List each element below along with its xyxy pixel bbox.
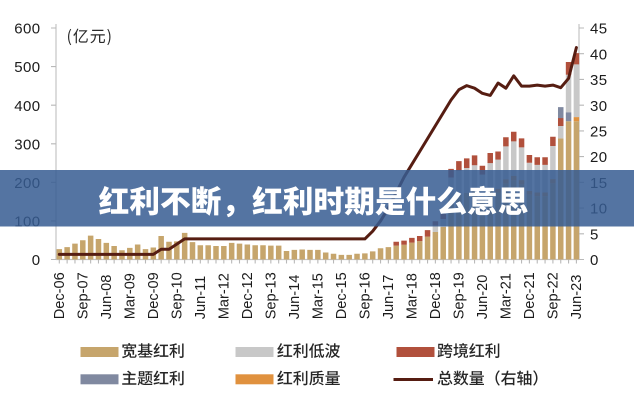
svg-text:500: 500 <box>14 59 40 76</box>
svg-text:Dec-12: Dec-12 <box>240 272 256 319</box>
svg-text:Jun-14: Jun-14 <box>287 275 303 320</box>
svg-text:Jun-20: Jun-20 <box>475 275 491 320</box>
svg-text:400: 400 <box>14 98 40 115</box>
svg-text:Jun-08: Jun-08 <box>99 275 115 320</box>
svg-text:35: 35 <box>590 72 608 89</box>
svg-text:Dec-06: Dec-06 <box>52 272 68 319</box>
svg-text:Sep-07: Sep-07 <box>76 272 92 319</box>
svg-text:300: 300 <box>14 136 40 153</box>
svg-text:Sep-19: Sep-19 <box>452 272 468 319</box>
svg-text:Dec-09: Dec-09 <box>146 272 162 319</box>
svg-text:Sep-22: Sep-22 <box>546 272 562 319</box>
svg-text:20: 20 <box>590 149 608 166</box>
svg-text:Mar-21: Mar-21 <box>499 273 515 319</box>
svg-text:Jun-23: Jun-23 <box>569 275 585 320</box>
svg-text:40: 40 <box>590 46 608 63</box>
svg-text:600: 600 <box>14 21 40 38</box>
svg-text:Sep-10: Sep-10 <box>170 272 186 319</box>
svg-text:Jun-11: Jun-11 <box>193 276 209 320</box>
svg-text:Dec-21: Dec-21 <box>522 272 538 319</box>
svg-text:45: 45 <box>590 21 608 38</box>
svg-text:Mar-15: Mar-15 <box>311 273 327 319</box>
svg-text:30: 30 <box>590 98 608 115</box>
svg-text:Mar-12: Mar-12 <box>217 273 233 319</box>
svg-text:25: 25 <box>590 124 608 141</box>
svg-text:Mar-18: Mar-18 <box>405 273 421 319</box>
svg-text:Sep-13: Sep-13 <box>264 272 280 319</box>
svg-text:5: 5 <box>590 226 599 243</box>
svg-text:Dec-15: Dec-15 <box>334 272 350 319</box>
svg-text:Jun-17: Jun-17 <box>381 275 397 320</box>
svg-text:Sep-16: Sep-16 <box>358 272 374 319</box>
svg-text:0: 0 <box>32 252 41 269</box>
svg-text:Mar-09: Mar-09 <box>123 273 139 319</box>
svg-text:Dec-18: Dec-18 <box>428 272 444 319</box>
svg-text:0: 0 <box>590 252 599 269</box>
